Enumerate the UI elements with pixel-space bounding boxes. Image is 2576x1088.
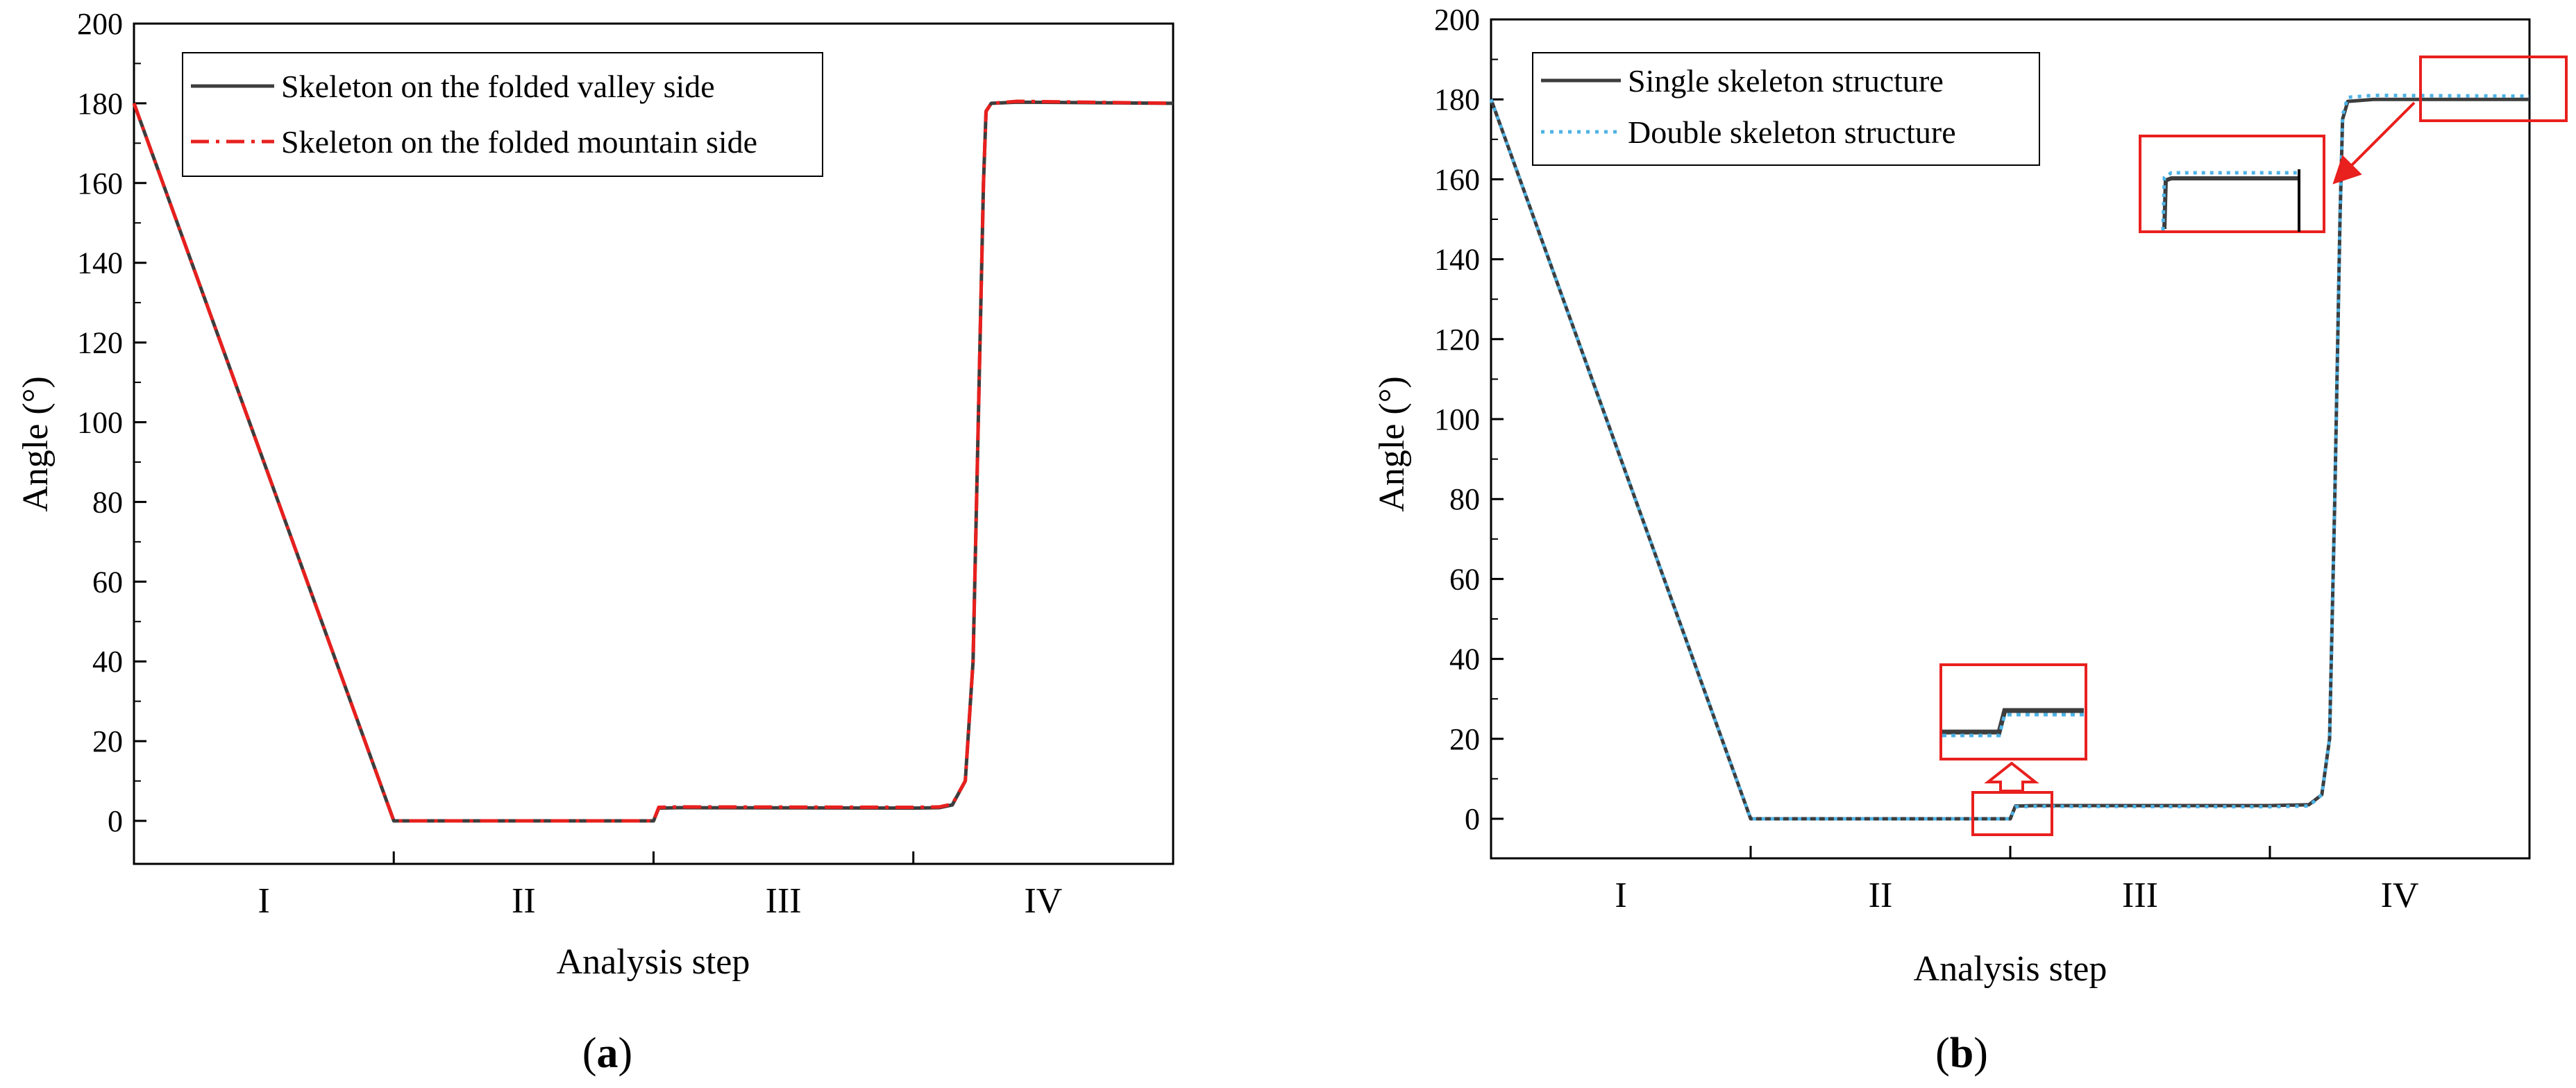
legend-label-double: Double skeleton structure <box>1628 114 1956 150</box>
zoom-arrow <box>2332 101 2416 185</box>
panel-letter: b <box>1950 1030 1973 1077</box>
y-tick-label: 60 <box>92 565 123 599</box>
series-lines <box>132 99 1174 823</box>
stage-label: III <box>766 881 802 921</box>
svg-text:(b): (b) <box>1935 1030 1988 1077</box>
legend: Skeleton on the folded valley side Skele… <box>182 52 823 177</box>
y-axis-title: Angle (°) <box>16 376 56 512</box>
y-tick-label: 100 <box>1434 402 1480 436</box>
series-line-2 <box>1489 93 2530 821</box>
stage-label: I <box>1615 876 1626 915</box>
legend-label-single: Single skeleton structure <box>1628 63 1944 99</box>
zoom-target-box <box>2419 56 2568 122</box>
y-tick-label: 40 <box>92 645 123 679</box>
stage-label: II <box>1869 876 1893 915</box>
stage-label: I <box>258 881 269 921</box>
y-tick-label: 0 <box>1465 802 1480 836</box>
panel-label-a: (a) <box>582 1030 632 1077</box>
series-lines <box>1489 93 2530 821</box>
y-tick-label: 80 <box>1449 482 1480 516</box>
y-tick-label: 180 <box>1434 83 1480 117</box>
y-tick-label: 140 <box>1434 243 1480 277</box>
legend-box <box>182 52 823 177</box>
x-axis-title: Analysis step <box>557 942 750 982</box>
y-tick-label: 200 <box>77 7 123 41</box>
y-axis: 0 20 40 60 80 100 120 140 160 180 200 <box>77 7 146 838</box>
zoom-annotation-bottom <box>1939 663 2087 836</box>
y-tick-label: 160 <box>77 167 123 201</box>
stage-label: IV <box>2381 876 2419 915</box>
inset-line-single <box>1942 708 2084 735</box>
stage-label: III <box>2122 876 2158 915</box>
inset-line-double <box>1942 713 2084 738</box>
stage-label: II <box>512 881 536 921</box>
zoom-annotation-top <box>2139 56 2568 233</box>
y-tick-label: 0 <box>108 804 123 838</box>
y-tick-label: 140 <box>77 246 123 280</box>
y-tick-label: 80 <box>92 485 123 519</box>
y-axis-title: Angle (°) <box>1372 376 1412 512</box>
panel-letter: a <box>597 1030 618 1077</box>
y-tick-label: 20 <box>92 724 123 758</box>
stage-axis: I II III IV <box>1615 846 2418 915</box>
zoom-inset-box <box>2139 135 2325 233</box>
svg-text:(a): (a) <box>582 1030 632 1077</box>
series-line-2 <box>132 99 1174 823</box>
y-tick-label: 120 <box>77 326 123 360</box>
y-tick-label: 120 <box>1434 323 1480 357</box>
stage-axis: I II III IV <box>258 851 1062 921</box>
y-tick-label: 40 <box>1449 643 1480 677</box>
legend: Single skeleton structure Double skeleto… <box>1532 52 2040 166</box>
stage-label: IV <box>1024 881 1062 921</box>
y-tick-label: 180 <box>77 87 123 121</box>
panel-label-b: (b) <box>1935 1030 1988 1077</box>
zoom-hollow-arrow <box>1984 761 2039 792</box>
legend-label-mountain: Skeleton on the folded mountain side <box>281 124 757 160</box>
legend-box <box>1532 52 2040 166</box>
y-tick-label: 60 <box>1449 562 1480 596</box>
y-tick-label: 160 <box>1434 162 1480 196</box>
y-tick-label: 200 <box>1434 3 1480 37</box>
y-tick-label: 20 <box>1449 722 1480 756</box>
y-tick-label: 100 <box>77 406 123 440</box>
series-line-1 <box>132 100 1174 823</box>
inset-line-double <box>2161 171 2299 231</box>
x-axis-title: Analysis step <box>1914 949 2107 989</box>
y-axis: 0 20 40 60 80 100 120 140 160 180 200 <box>1434 3 1504 836</box>
legend-label-valley: Skeleton on the folded valley side <box>281 69 715 104</box>
